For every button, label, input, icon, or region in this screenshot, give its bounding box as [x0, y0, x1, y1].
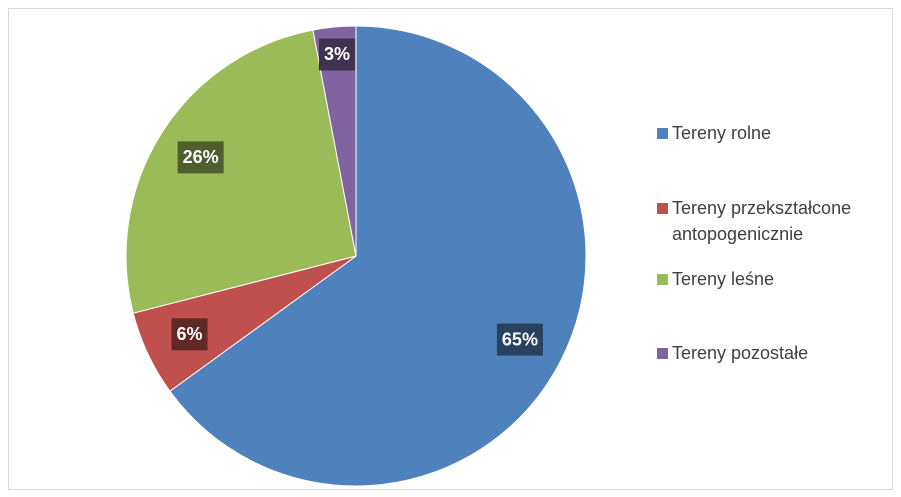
legend-label: Tereny leśne [672, 269, 775, 289]
pie-slice [169, 25, 587, 487]
data-label: 6% [177, 324, 203, 344]
legend-swatch [657, 203, 668, 214]
data-label: 65% [502, 329, 538, 349]
data-label-group: 65% [496, 323, 543, 356]
legend-swatch [657, 128, 668, 139]
data-label: 26% [183, 147, 219, 167]
pie-slice [125, 29, 357, 314]
legend-item: Tereny leśne [657, 266, 893, 292]
legend-swatch [657, 274, 668, 285]
legend-item: Tereny przekształcone antopogenicznie [657, 195, 893, 247]
data-label-box [171, 318, 208, 351]
legend-item: Tereny pozostałe [657, 340, 893, 366]
legend-label: Tereny rolne [672, 123, 772, 143]
data-label-group: 6% [171, 318, 208, 351]
pie-slice [312, 25, 357, 257]
legend-item: Tereny rolne [657, 120, 893, 146]
data-label-group: 26% [177, 141, 224, 174]
data-label-box [177, 141, 224, 174]
data-label-box [496, 323, 543, 356]
legend-swatch [657, 348, 668, 359]
legend-label: Tereny przekształcone antopogenicznie [672, 198, 852, 244]
data-label: 3% [324, 44, 350, 64]
data-label-box [318, 38, 355, 71]
legend-label: Tereny pozostałe [672, 343, 809, 363]
data-label-group: 3% [318, 38, 355, 71]
